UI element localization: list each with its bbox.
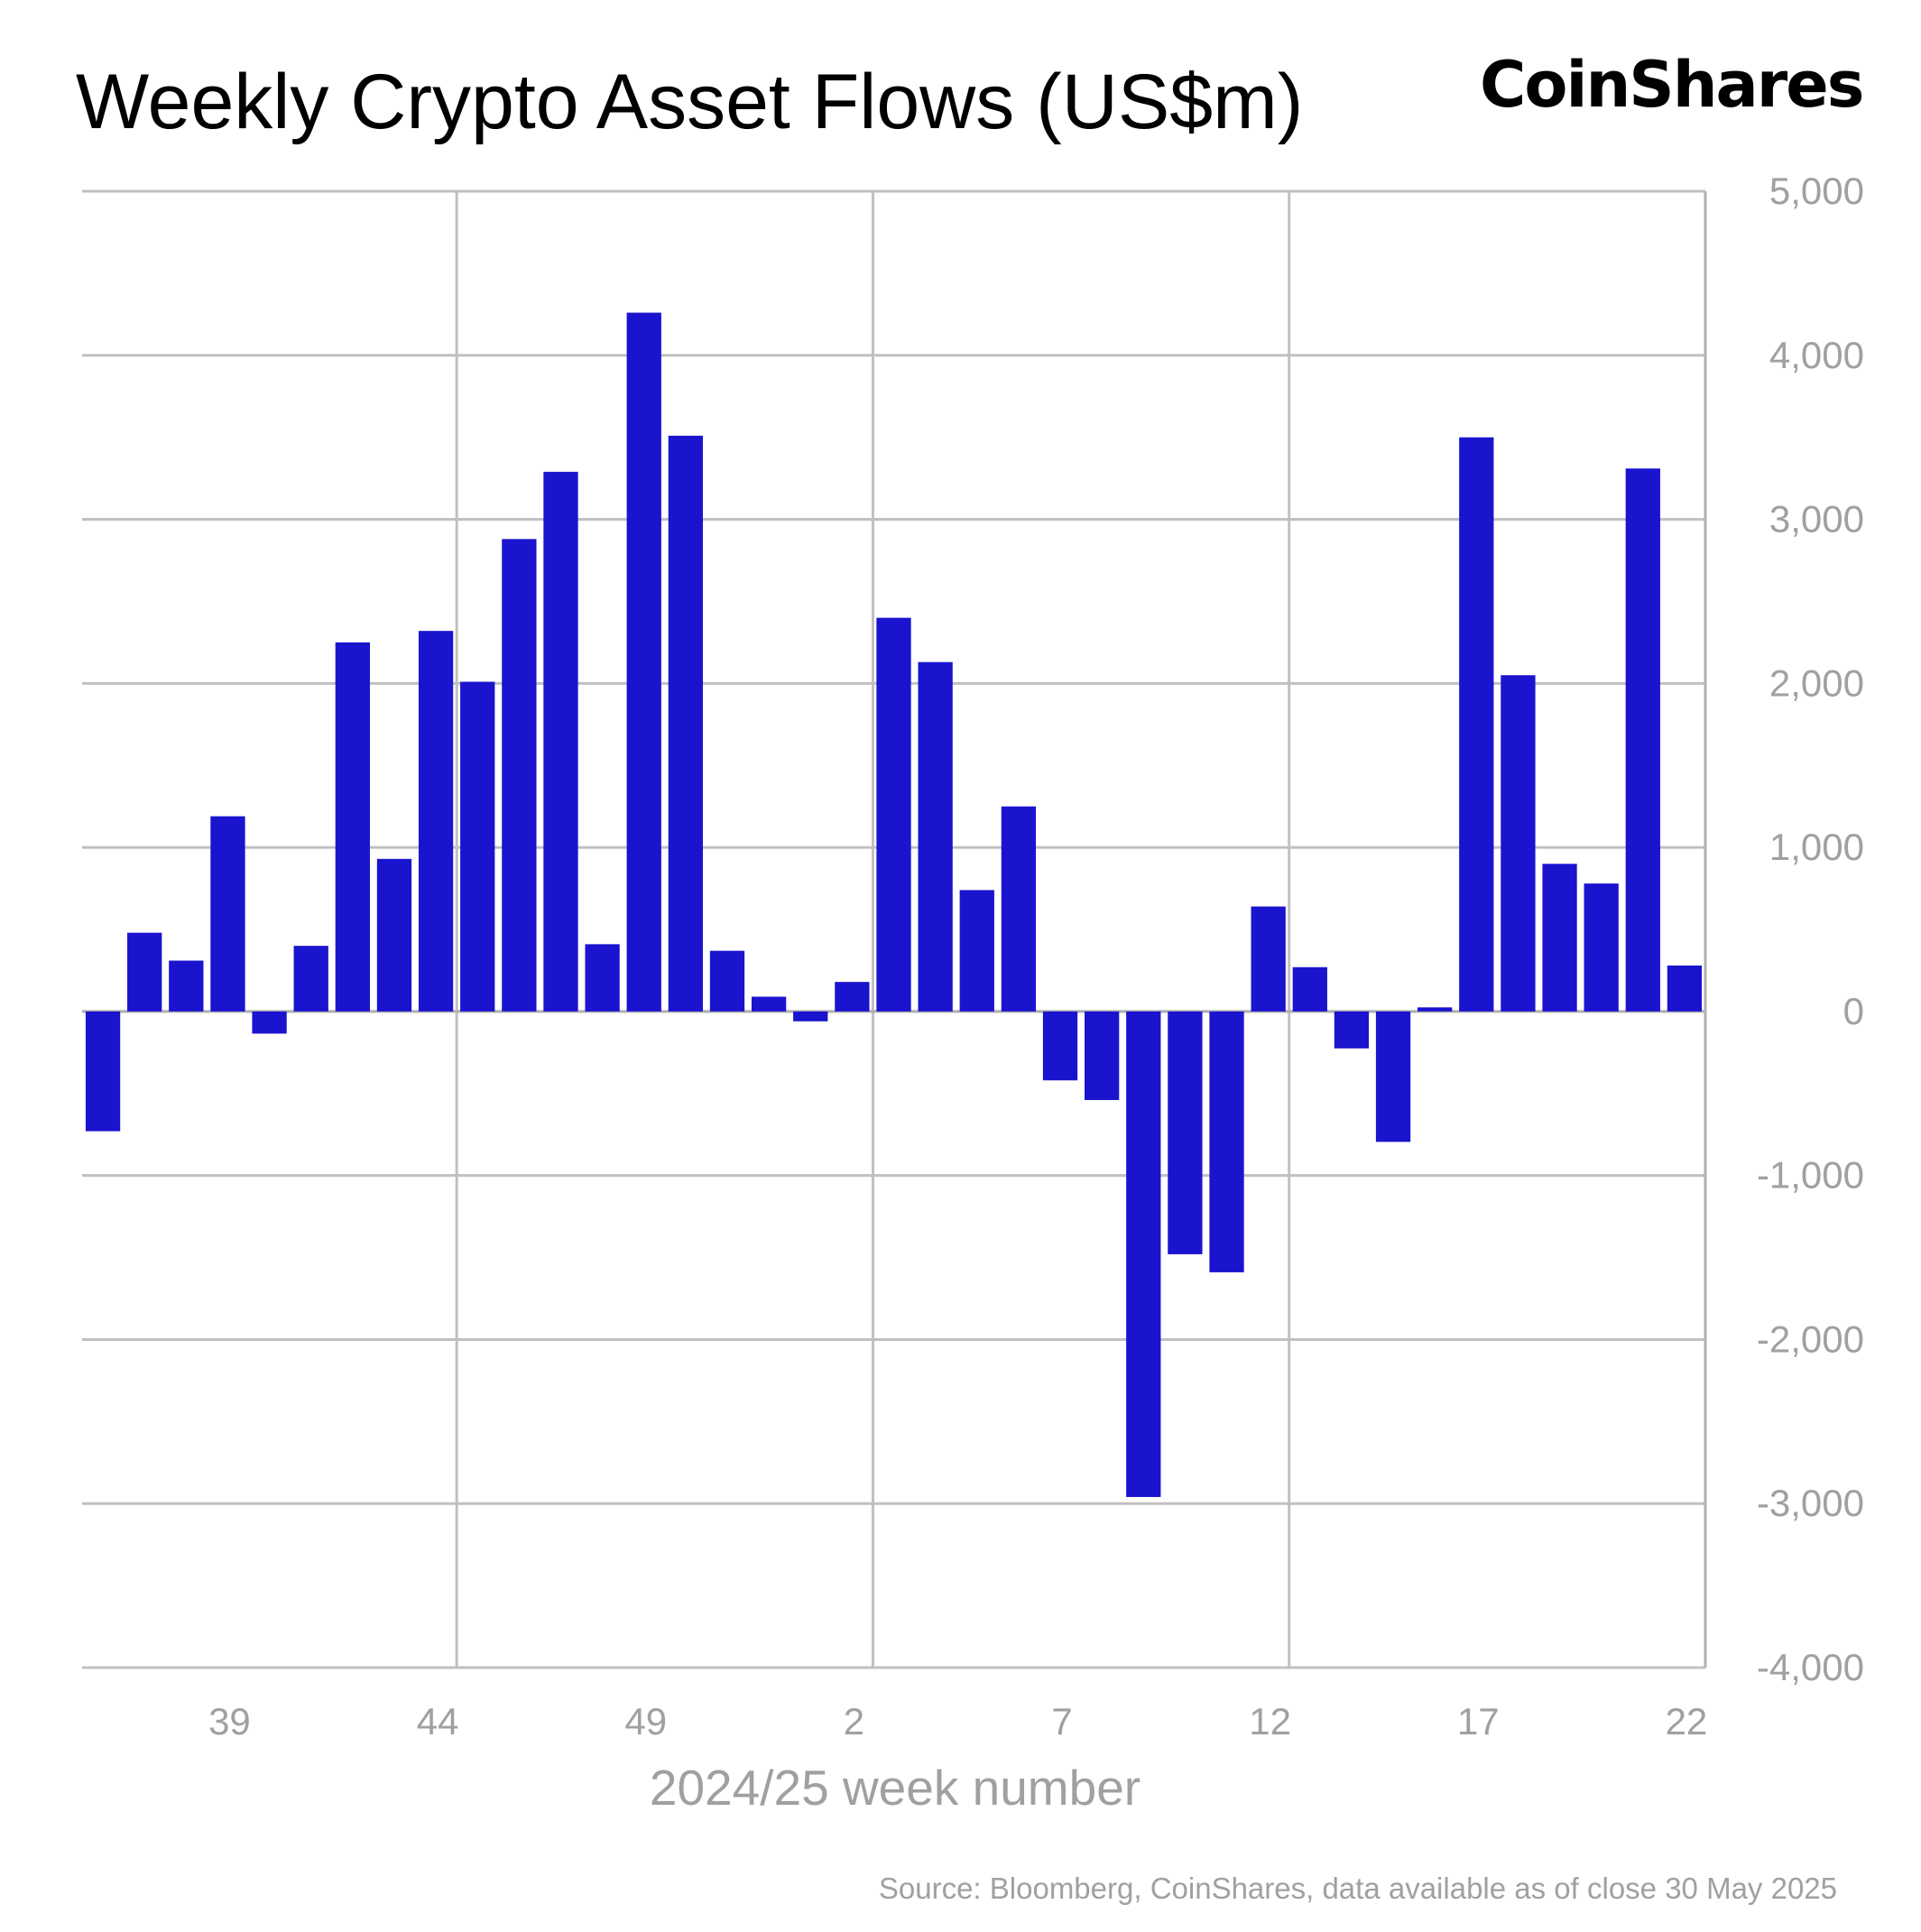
bar-week-42 [335,642,370,1012]
bar-week-44 [418,631,454,1012]
bar-week-14 [1334,1011,1370,1049]
y-tick-label: 3,000 [1769,498,1864,541]
bar-week-3 [876,617,911,1012]
bar-week-40 [252,1011,287,1034]
bar-week-38 [169,960,204,1012]
bar-week-6 [1001,806,1037,1012]
x-axis-title: 2024/25 week number [650,1760,1141,1816]
y-axis-ticks: 5,000 4,000 3,000 2,000 1,000 0 -1,000 -2,000 -3… [1757,170,1864,1688]
bar-week-18 [1501,675,1536,1012]
bar-week-13 [1292,966,1327,1012]
y-tick-label: 2,000 [1769,661,1864,704]
bar-week-15 [1375,1011,1411,1142]
x-tick-label: 49 [624,1700,667,1742]
bar-week-46 [502,539,537,1012]
bar-week-52 [751,996,787,1012]
bar-week-50 [668,435,704,1012]
bar-week-5 [959,890,994,1012]
y-tick-label: 4,000 [1769,334,1864,376]
bar-week-36 [85,1011,121,1132]
x-tick-label: 2 [844,1700,864,1742]
bar-week-2 [835,982,870,1012]
source-note: Source: Bloomberg, CoinShares, data avai… [879,1872,1837,1905]
bar-week-48 [585,944,620,1012]
bar-week-4 [918,661,953,1012]
bar-week-43 [376,858,412,1012]
x-tick-label: 22 [1666,1700,1708,1742]
x-tick-label: 44 [417,1700,459,1742]
bar-week-19 [1542,864,1577,1012]
bar-week-41 [293,946,328,1012]
bars [85,312,1703,1497]
x-tick-label: 17 [1457,1700,1500,1742]
bar-week-20 [1584,883,1619,1012]
bar-week-1 [793,1011,828,1021]
bar-week-37 [127,932,162,1012]
bar-week-7 [1042,1011,1078,1081]
y-tick-label: -3,000 [1757,1482,1864,1524]
bar-week-49 [626,312,661,1012]
bar-week-12 [1251,906,1286,1012]
bar-week-45 [460,681,495,1012]
y-tick-label: 1,000 [1769,826,1864,868]
y-tick-label: 0 [1843,990,1864,1032]
bar-week-17 [1459,437,1494,1012]
bar-week-21 [1625,468,1660,1012]
chart-title: Weekly Crypto Asset Flows (US$m) [76,59,1303,145]
coinshares-logo: CoinShares [1480,48,1862,122]
x-tick-label: 39 [208,1700,251,1742]
x-tick-label: 12 [1249,1700,1291,1742]
bar-week-11 [1209,1011,1244,1272]
x-tick-label: 7 [1051,1700,1072,1742]
bar-week-16 [1418,1007,1453,1012]
y-tick-label: -1,000 [1757,1154,1864,1197]
bar-week-51 [709,950,745,1012]
x-axis-ticks: 39 44 49 2 7 12 17 22 [208,1700,1707,1742]
bar-week-47 [543,471,578,1012]
y-tick-label: -2,000 [1757,1317,1864,1360]
bar-week-22 [1667,965,1703,1012]
bar-week-8 [1084,1011,1120,1101]
bar-week-9 [1126,1011,1161,1497]
y-tick-label: -4,000 [1757,1646,1864,1688]
y-tick-label: 5,000 [1769,170,1864,212]
bar-week-39 [210,816,245,1012]
bar-week-10 [1168,1011,1203,1254]
